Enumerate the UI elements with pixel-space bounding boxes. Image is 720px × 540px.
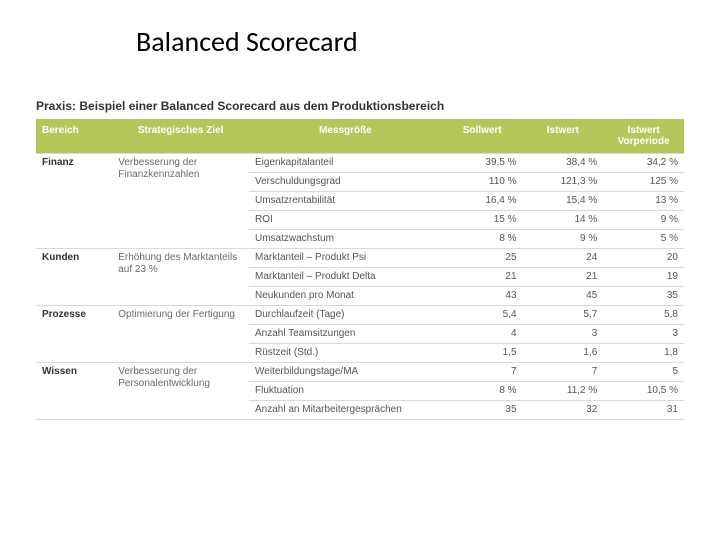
cell-ist: 7 — [523, 363, 604, 382]
table-caption: Praxis: Beispiel einer Balanced Scorecar… — [36, 99, 684, 113]
cell-soll: 15 % — [442, 211, 523, 230]
cell-bereich: Prozesse — [36, 306, 112, 363]
cell-soll: 4 — [442, 325, 523, 344]
cell-soll: 39,5 % — [442, 154, 523, 173]
cell-bereich: Finanz — [36, 154, 112, 249]
scorecard-table: Bereich Strategisches Ziel Messgröße Sol… — [36, 119, 684, 420]
cell-soll: 110 % — [442, 173, 523, 192]
cell-vor: 1,8 — [603, 344, 684, 363]
cell-messgroesse: Marktanteil – Produkt Delta — [249, 268, 442, 287]
cell-ist: 14 % — [523, 211, 604, 230]
cell-ist: 32 — [523, 401, 604, 420]
cell-ist: 38,4 % — [523, 154, 604, 173]
table-row: WissenVerbesserung der Personalentwicklu… — [36, 363, 684, 382]
col-header-bereich: Bereich — [36, 119, 112, 154]
cell-soll: 8 % — [442, 230, 523, 249]
cell-ist: 3 — [523, 325, 604, 344]
cell-messgroesse: Fluktuation — [249, 382, 442, 401]
cell-messgroesse: Anzahl an Mitarbeitergesprächen — [249, 401, 442, 420]
cell-ist: 1,6 — [523, 344, 604, 363]
cell-messgroesse: Verschuldungsgrad — [249, 173, 442, 192]
cell-soll: 25 — [442, 249, 523, 268]
cell-ist: 5,7 — [523, 306, 604, 325]
cell-vor: 5,8 — [603, 306, 684, 325]
cell-vor: 3 — [603, 325, 684, 344]
cell-ist: 15,4 % — [523, 192, 604, 211]
cell-ist: 45 — [523, 287, 604, 306]
cell-soll: 8 % — [442, 382, 523, 401]
table-header: Bereich Strategisches Ziel Messgröße Sol… — [36, 119, 684, 154]
cell-messgroesse: Rüstzeit (Std.) — [249, 344, 442, 363]
cell-soll: 1,5 — [442, 344, 523, 363]
cell-soll: 35 — [442, 401, 523, 420]
table-row: KundenErhöhung des Marktanteils auf 23 %… — [36, 249, 684, 268]
cell-vor: 125 % — [603, 173, 684, 192]
cell-soll: 5,4 — [442, 306, 523, 325]
col-header-vorperiode: Istwert Vorperiode — [603, 119, 684, 154]
cell-bereich: Kunden — [36, 249, 112, 306]
cell-ziel: Verbesserung der Personalentwicklung — [112, 363, 249, 420]
cell-ist: 11,2 % — [523, 382, 604, 401]
cell-vor: 10,5 % — [603, 382, 684, 401]
cell-vor: 20 — [603, 249, 684, 268]
cell-ist: 9 % — [523, 230, 604, 249]
cell-ziel: Verbesserung der Finanzkennzahlen — [112, 154, 249, 249]
cell-vor: 5 % — [603, 230, 684, 249]
cell-soll: 16,4 % — [442, 192, 523, 211]
cell-messgroesse: Umsatzwachstum — [249, 230, 442, 249]
table-row: FinanzVerbesserung der FinanzkennzahlenE… — [36, 154, 684, 173]
cell-ist: 121,3 % — [523, 173, 604, 192]
cell-bereich: Wissen — [36, 363, 112, 420]
cell-soll: 43 — [442, 287, 523, 306]
cell-vor: 34,2 % — [603, 154, 684, 173]
cell-soll: 21 — [442, 268, 523, 287]
table-row: ProzesseOptimierung der FertigungDurchla… — [36, 306, 684, 325]
col-header-istwert: Istwert — [523, 119, 604, 154]
table-body: FinanzVerbesserung der FinanzkennzahlenE… — [36, 154, 684, 420]
cell-vor: 35 — [603, 287, 684, 306]
cell-vor: 5 — [603, 363, 684, 382]
cell-ziel: Optimierung der Fertigung — [112, 306, 249, 363]
cell-messgroesse: ROI — [249, 211, 442, 230]
cell-vor: 19 — [603, 268, 684, 287]
cell-ist: 24 — [523, 249, 604, 268]
cell-messgroesse: Eigenkapitalanteil — [249, 154, 442, 173]
cell-messgroesse: Neukunden pro Monat — [249, 287, 442, 306]
cell-vor: 9 % — [603, 211, 684, 230]
cell-messgroesse: Weiterbildungstage/MA — [249, 363, 442, 382]
cell-ziel: Erhöhung des Marktanteils auf 23 % — [112, 249, 249, 306]
col-header-sollwert: Sollwert — [442, 119, 523, 154]
slide: Balanced Scorecard Praxis: Beispiel eine… — [0, 0, 720, 540]
cell-messgroesse: Durchlaufzeit (Tage) — [249, 306, 442, 325]
col-header-ziel: Strategisches Ziel — [112, 119, 249, 154]
cell-soll: 7 — [442, 363, 523, 382]
cell-messgroesse: Anzahl Teamsitzungen — [249, 325, 442, 344]
page-title: Balanced Scorecard — [136, 24, 684, 59]
cell-vor: 31 — [603, 401, 684, 420]
col-header-messgroesse: Messgröße — [249, 119, 442, 154]
cell-ist: 21 — [523, 268, 604, 287]
cell-messgroesse: Marktanteil – Produkt Psi — [249, 249, 442, 268]
cell-vor: 13 % — [603, 192, 684, 211]
cell-messgroesse: Umsatzrentabilität — [249, 192, 442, 211]
